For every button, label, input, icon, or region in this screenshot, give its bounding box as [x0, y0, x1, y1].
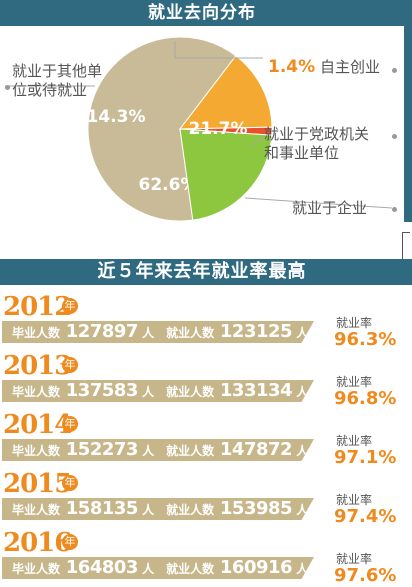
self-employed-label: 1.4% 自主创业	[268, 58, 380, 77]
employed-label: 就业人数	[166, 562, 215, 576]
edge-strip-top	[404, 0, 412, 222]
year-label: 2013	[3, 351, 72, 381]
employed-label: 就业人数	[166, 503, 215, 517]
rate-label: 就业率	[336, 375, 373, 389]
rate-value: 97.4%	[334, 506, 397, 527]
graduates-value: 164803	[60, 557, 139, 578]
label-dot	[5, 85, 10, 90]
year-badge: 年	[62, 475, 78, 491]
year-label: 2012	[3, 292, 72, 322]
graduates-label: 毕业人数	[12, 444, 61, 458]
rate-label: 就业率	[336, 493, 373, 507]
enterprise-label: 就业于企业	[292, 199, 368, 217]
employed-value: 147872	[214, 439, 293, 460]
year-badge: 年	[62, 298, 78, 314]
leader-line	[174, 41, 263, 59]
other-label-line2: 位或待就业	[12, 81, 88, 99]
label-dot	[392, 134, 397, 139]
divider-line	[402, 232, 410, 233]
unit-label: 人	[137, 444, 167, 458]
employed-value: 133134	[214, 380, 293, 401]
employed-value: 153985	[214, 498, 293, 519]
year-badge: 年	[62, 416, 78, 432]
year-label: 2015	[3, 469, 72, 499]
year-bar-text: 毕业人数 158135 人 就业人数 153985 人	[12, 498, 308, 520]
self-employed-pct: 1.4%	[268, 57, 316, 77]
pie-slice-label: 14.3%	[87, 107, 146, 127]
pie-slice	[87, 36, 237, 222]
year-bar-text: 毕业人数 152273 人 就业人数 147872 人	[12, 439, 308, 461]
graduates-label: 毕业人数	[12, 562, 61, 576]
employed-value: 123125	[214, 321, 293, 342]
distribution-title: 就业去向分布	[148, 3, 256, 23]
rate-label: 就业率	[336, 552, 373, 566]
pie-slice	[179, 128, 273, 221]
leader-line	[249, 135, 269, 147]
graduates-value: 158135	[60, 498, 139, 519]
year-badge: 年	[62, 534, 78, 550]
other-label-line1: 就业于其他单	[12, 62, 103, 80]
graduates-label: 毕业人数	[12, 503, 61, 517]
unit-label: 人	[292, 562, 309, 576]
year-bar-text: 毕业人数 164803 人 就业人数 160916 人	[12, 557, 308, 579]
rate-value: 96.8%	[334, 388, 397, 409]
unit-label: 人	[137, 385, 167, 399]
unit-label: 人	[292, 503, 309, 517]
rate-label: 就业率	[336, 434, 373, 448]
label-dot	[392, 68, 397, 73]
year-bar: 毕业人数 137583 人 就业人数 133134 人	[2, 380, 314, 402]
employed-label: 就业人数	[166, 385, 215, 399]
employed-label: 就业人数	[166, 444, 215, 458]
rate-label: 就业率	[336, 316, 373, 330]
graduates-value: 137583	[60, 380, 139, 401]
distribution-pie-chart: 62.6% 14.3% 21.7%	[5, 36, 393, 222]
year-bar: 毕业人数 127897 人 就业人数 123125 人	[2, 321, 314, 343]
year-bar: 毕业人数 164803 人 就业人数 160916 人	[2, 557, 314, 579]
graduates-value: 127897	[60, 321, 139, 342]
graduates-label: 毕业人数	[12, 385, 61, 399]
gov-label-line1: 就业于党政机关	[264, 125, 370, 143]
unit-label: 人	[292, 444, 309, 458]
rate-value: 96.3%	[334, 329, 397, 350]
year-bar-text: 毕业人数 137583 人 就业人数 133134 人	[12, 380, 308, 402]
pie-slice-label: 21.7%	[189, 119, 248, 139]
gov-label-line2: 和事业单位	[264, 144, 340, 162]
unit-label: 人	[137, 562, 167, 576]
other-label: 就业于其他单 位或待就业	[12, 62, 102, 100]
year-bar-text: 毕业人数 127897 人 就业人数 123125 人	[12, 321, 308, 343]
divider-line	[402, 232, 403, 260]
unit-label: 人	[137, 503, 167, 517]
rate-value: 97.6%	[334, 565, 397, 586]
employed-value: 160916	[214, 557, 293, 578]
distribution-banner: 就业去向分布	[0, 0, 404, 26]
rate-banner: 近５年来去年就业率最高	[0, 259, 404, 285]
rate-value: 97.1%	[334, 447, 397, 468]
unit-label: 人	[137, 326, 167, 340]
self-employed-text: 自主创业	[319, 58, 380, 76]
year-badge: 年	[62, 357, 78, 373]
graduates-label: 毕业人数	[12, 326, 61, 340]
graduates-value: 152273	[60, 439, 139, 460]
pie-slice-label: 62.6%	[139, 175, 198, 195]
gov-label: 就业于党政机关 和事业单位	[264, 125, 369, 163]
unit-label: 人	[292, 326, 309, 340]
label-dot	[392, 207, 397, 212]
rate-banner-title: 近５年来去年就业率最高	[97, 261, 307, 282]
unit-label: 人	[292, 385, 309, 399]
employed-label: 就业人数	[166, 326, 215, 340]
leader-line	[244, 197, 393, 209]
year-bar: 毕业人数 158135 人 就业人数 153985 人	[2, 498, 314, 520]
year-label: 2014	[3, 410, 72, 440]
edge-strip-mid	[404, 259, 412, 285]
year-label: 2016	[3, 528, 72, 558]
year-bar: 毕业人数 152273 人 就业人数 147872 人	[2, 439, 314, 461]
